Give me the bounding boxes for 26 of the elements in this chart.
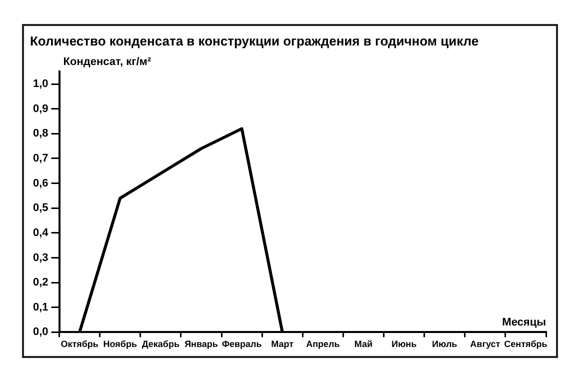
chart-title: Количество конденсата в конструкции ограждения в годичном цикле [30, 33, 479, 48]
x-tick-label: Апрель [306, 339, 340, 350]
x-tick-label: Январь [184, 339, 218, 350]
x-tick-label: Май [354, 339, 373, 350]
y-tick-label: 0,3 [32, 252, 48, 264]
y-tick-label: 0,2 [32, 276, 48, 289]
y-tick-label: 0,1 [32, 301, 48, 314]
y-tick-label: 0,9 [32, 102, 48, 115]
y-tick-label: 0,0 [32, 326, 48, 338]
y-tick-label: 1,0 [32, 78, 48, 90]
x-tick-label: Август [470, 339, 501, 350]
x-tick-label: Март [271, 339, 294, 350]
x-tick-label: Февраль [222, 339, 262, 350]
y-tick-label: 0,6 [32, 177, 48, 190]
x-tick-label: Июнь [391, 339, 418, 350]
x-tick-label: Октябрь [60, 339, 99, 350]
y-tick-label: 0,7 [32, 152, 48, 164]
x-tick-label: Ноябрь [103, 339, 138, 350]
x-tick-label: Сентябрь [504, 339, 548, 350]
x-tick-label: Июль [432, 339, 458, 350]
y-tick-label: 0,4 [32, 226, 50, 239]
x-tick-label: Декабрь [142, 339, 180, 350]
y-axis-title: Конденсат, кг/м² [63, 56, 152, 68]
y-tick-label: 0,8 [32, 128, 48, 140]
y-tick-label: 0,5 [32, 202, 48, 214]
x-axis-title: Месяцы [502, 316, 546, 329]
